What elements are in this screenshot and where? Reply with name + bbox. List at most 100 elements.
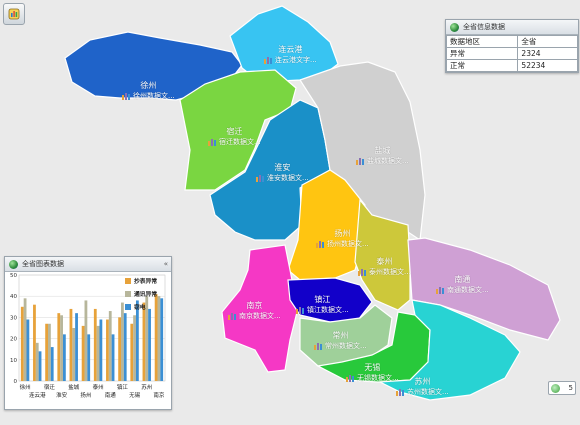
bar-2 xyxy=(121,302,124,381)
x-tick-label: 苏州 xyxy=(141,383,152,391)
region-sub: 南通数据文... xyxy=(447,286,489,294)
region-name: 苏州 xyxy=(414,377,431,386)
region-name: 南京 xyxy=(246,301,263,310)
region-yangzhou[interactable] xyxy=(287,169,366,281)
x-tick-label: 徐州 xyxy=(20,383,31,391)
bar-2 xyxy=(23,298,27,381)
cell-value: 2324 xyxy=(517,47,578,60)
region-sub: 连云港文字... xyxy=(275,56,317,64)
bar-1 xyxy=(93,308,97,381)
bar-3 xyxy=(38,351,42,381)
chart-icon xyxy=(228,313,236,320)
map-label-yangzhou[interactable]: 扬州 扬州数据文... xyxy=(316,228,369,249)
region-sub: 苏州数据文... xyxy=(407,388,449,396)
region-name: 常州 xyxy=(332,331,349,340)
info-panel: 全省信息数据 数据地区 全省 异常 2324 正常 52234 xyxy=(445,19,579,73)
map-label-nanjing[interactable]: 南京 南京数据文... xyxy=(228,300,281,321)
map-label-nantong[interactable]: 南通 南通数据文... xyxy=(436,274,489,295)
chart-icon xyxy=(264,57,272,64)
region-name: 无锡 xyxy=(364,363,381,372)
map-label-changzhou[interactable]: 常州 常州数据文... xyxy=(314,330,367,351)
region-sub: 泰州数据文... xyxy=(369,268,411,276)
info-table: 数据地区 全省 异常 2324 正常 52234 xyxy=(445,35,578,72)
region-changzhou[interactable] xyxy=(299,304,393,367)
map-label-suqian[interactable]: 宿迁 宿迁数据文... xyxy=(208,126,261,147)
region-sub: 淮安数据文... xyxy=(267,174,309,182)
region-suqian[interactable] xyxy=(179,69,297,191)
bar-2 xyxy=(96,325,100,381)
bar-3 xyxy=(111,334,115,381)
chart-icon xyxy=(396,389,404,396)
bar-2 xyxy=(145,296,149,381)
map-label-zhenjiang[interactable]: 镇江 镇江数据文... xyxy=(296,294,349,315)
region-suzhou[interactable] xyxy=(377,299,521,401)
bar-1 xyxy=(118,317,122,381)
chart-icon xyxy=(314,343,322,350)
x-tick-label: 宿迁 xyxy=(44,383,56,391)
region-name: 徐州 xyxy=(140,81,157,90)
map-label-wuxi[interactable]: 无锡 无锡数据文... xyxy=(346,362,399,383)
legend-label: 窃电 xyxy=(134,303,146,311)
bar-2 xyxy=(48,323,51,381)
zoom-control[interactable]: 5 xyxy=(548,381,576,395)
bar-3 xyxy=(62,334,66,381)
zoom-level-icon xyxy=(551,383,560,393)
table-row: 异常 2324 xyxy=(445,47,578,60)
map-label-taizhou[interactable]: 泰州 泰州数据文... xyxy=(358,256,411,277)
x-tick-label: 连云港 xyxy=(29,391,46,399)
x-tick-label: 扬州 xyxy=(80,391,91,399)
x-tick-label: 淮安 xyxy=(56,391,68,399)
legend-swatch xyxy=(125,291,131,297)
region-name: 连云港 xyxy=(278,45,303,54)
y-tick-label: 30 xyxy=(10,315,17,321)
collapse-icon[interactable]: « xyxy=(163,260,168,268)
cell-value: 全省 xyxy=(517,35,578,48)
map-label-lianyungang[interactable]: 连云港 连云港文字... xyxy=(264,44,317,65)
cell-key: 数据地区 xyxy=(445,35,519,48)
bar-3 xyxy=(87,334,91,381)
region-name: 南通 xyxy=(454,275,471,284)
chart-icon xyxy=(296,307,304,314)
bar-2 xyxy=(60,315,63,381)
x-tick-label: 盐城 xyxy=(68,383,80,391)
bar-2 xyxy=(72,328,76,381)
map-label-yancheng[interactable]: 盐城 盐城数据文... xyxy=(356,145,409,166)
map-label-xuzhou[interactable]: 徐州 徐州数据文... xyxy=(122,80,175,101)
bar-1 xyxy=(69,308,73,381)
bar-3 xyxy=(50,347,54,381)
bar-2 xyxy=(133,315,136,381)
region-sub: 宿迁数据文... xyxy=(219,138,261,146)
map-label-suzhou[interactable]: 苏州 苏州数据文... xyxy=(396,376,449,397)
legend-swatch xyxy=(125,278,131,284)
chart-panel-header: 全省图表数据 « xyxy=(5,257,171,272)
globe-icon xyxy=(450,22,459,32)
region-name: 镇江 xyxy=(314,295,331,304)
region-name: 扬州 xyxy=(334,229,351,238)
bar-3 xyxy=(123,313,127,381)
bar-3 xyxy=(26,319,30,381)
layers-toggle-button[interactable] xyxy=(3,3,25,25)
region-sub: 常州数据文... xyxy=(325,342,367,350)
bar-2 xyxy=(35,342,39,381)
chart-icon xyxy=(356,158,364,165)
region-sub: 无锡数据文... xyxy=(357,374,399,382)
bar-3 xyxy=(148,308,151,381)
chart-icon xyxy=(208,139,216,146)
region-sub: 南京数据文... xyxy=(239,312,281,320)
chart-icon xyxy=(316,241,324,248)
chart-icon xyxy=(436,287,444,294)
info-panel-header: 全省信息数据 xyxy=(446,20,578,35)
x-tick-label: 泰州 xyxy=(93,383,104,391)
bar-1 xyxy=(154,294,158,381)
map-label-huaian[interactable]: 淮安 淮安数据文... xyxy=(256,162,309,183)
x-tick-label: 南通 xyxy=(105,391,117,399)
cell-key: 异常 xyxy=(445,47,519,60)
region-sub: 盐城数据文... xyxy=(367,157,409,165)
y-tick-label: 50 xyxy=(10,273,17,279)
region-sub: 徐州数据文... xyxy=(133,92,175,100)
chart-panel-title: 全省图表数据 xyxy=(22,260,64,268)
chart-icon xyxy=(256,175,264,182)
